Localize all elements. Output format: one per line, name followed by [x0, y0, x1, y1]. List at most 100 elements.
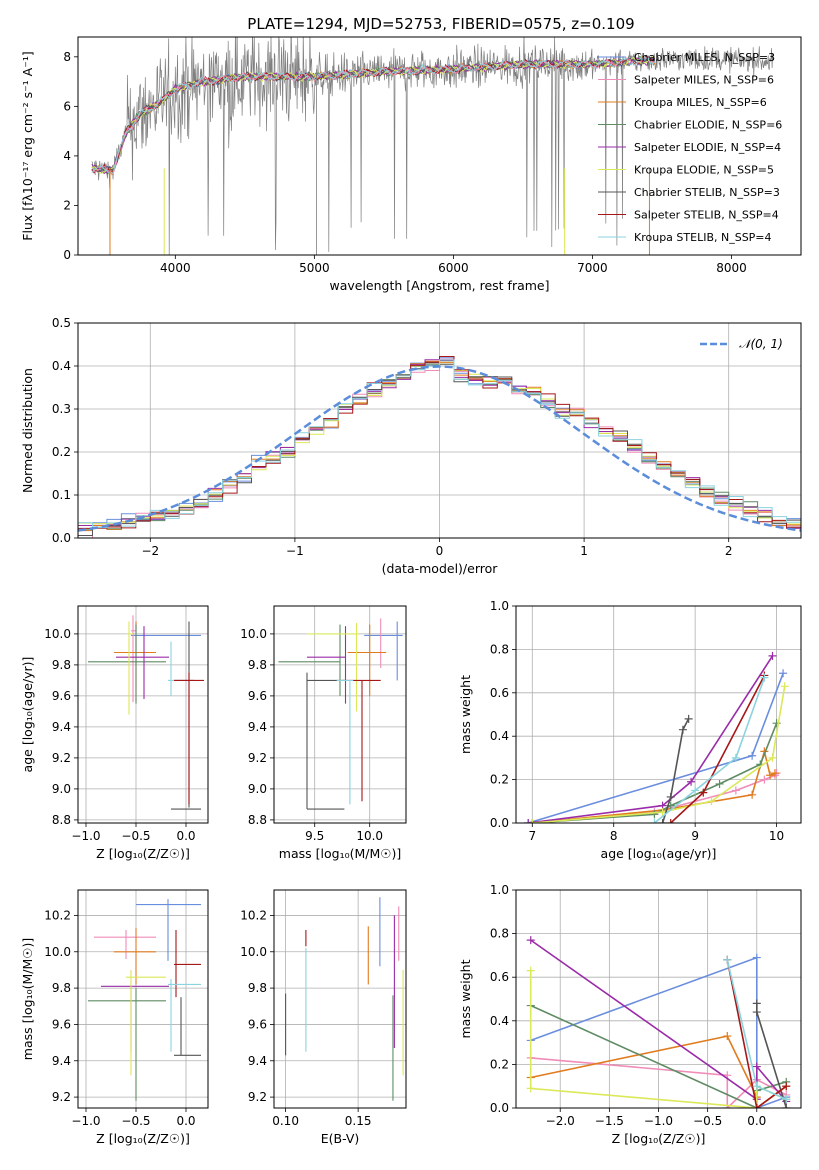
x-tick-label: 9 — [691, 829, 699, 843]
weight-marker — [748, 751, 757, 760]
y-axis-label: age [log₁₀(age/yr)] — [20, 657, 35, 773]
x-axis-label: (data-model)/error — [382, 561, 499, 576]
x-axis-label: mass [log₁₀(M/M☉)] — [279, 846, 401, 861]
y-tick-label: 10.0 — [44, 945, 71, 959]
x-tick-label: 2 — [725, 544, 733, 558]
legend-label: Salpeter STELIB, N_SSP=4 — [634, 209, 779, 222]
y-tick-label: 9.2 — [52, 751, 71, 765]
y-tick-label: 9.8 — [52, 658, 71, 672]
plot-frame — [77, 889, 209, 1109]
weight-marker — [782, 1095, 791, 1104]
y-tick-label: 0.4 — [52, 359, 71, 373]
panel-spectrum: 4000 5000 6000 7000 8000 0 2 4 6 8 wavelength [Ang… — [20, 36, 802, 293]
weight-marker — [650, 810, 659, 819]
y-tick-label: 9.8 — [248, 981, 267, 995]
y-tick-label: 9.4 — [52, 1054, 71, 1068]
weight-marker — [731, 753, 740, 762]
panel-weight_vs_Z: −2.0 −1.5 −1.0 −0.5 0.0 0.0 0.2 0.4 0.6 0.8 1.0 Z [… — [458, 883, 802, 1146]
gaussian-curve — [78, 365, 801, 532]
x-tick-label: 9.5 — [305, 829, 324, 843]
x-tick-label: 0.10 — [272, 1114, 299, 1128]
weight-marker — [526, 936, 535, 945]
weight-marker — [752, 1008, 761, 1017]
legend-label: Chabrier MILES, N_SSP=3 — [634, 51, 775, 64]
y-tick-label: 8 — [63, 50, 71, 64]
legend-label: Chabrier ELODIE, N_SSP=6 — [634, 119, 782, 132]
x-tick-label: −1 — [286, 544, 304, 558]
x-axis-label: Z [log₁₀(Z/Z☉)] — [96, 1131, 190, 1146]
weight-line-0 — [527, 673, 784, 823]
x-tick-label: −0.5 — [693, 1114, 722, 1128]
weight-line-8 — [653, 677, 766, 823]
weight-marker — [752, 1104, 761, 1108]
y-tick-label: 9.6 — [248, 1017, 267, 1031]
x-tick-label: 8000 — [716, 261, 747, 275]
plot-frame — [77, 322, 802, 539]
weight-marker — [526, 966, 535, 975]
y-tick-label: 0 — [63, 248, 71, 262]
weight-marker — [752, 953, 761, 962]
x-tick-label: −1.0 — [71, 829, 100, 843]
y-tick-label: 0.0 — [52, 531, 71, 545]
y-tick-label: 10.2 — [240, 908, 267, 922]
y-axis-label: mass weight — [458, 675, 473, 754]
weight-marker — [779, 669, 788, 678]
weight-marker — [524, 819, 533, 823]
weight-marker — [687, 777, 696, 786]
weight-marker — [752, 1082, 761, 1091]
y-tick-label: 1.0 — [490, 599, 509, 613]
legend-label: Salpeter MILES, N_SSP=6 — [634, 74, 774, 87]
y-tick-label: 0.8 — [490, 642, 509, 656]
x-tick-label: 4000 — [160, 261, 191, 275]
weight-marker — [528, 819, 537, 823]
weight-marker — [650, 819, 659, 823]
panel-residuals: −2 −1 0 1 2 0.0 0.1 0.2 0.3 0.4 0.5 (data-model)/er… — [20, 316, 802, 576]
y-tick-label: 8.8 — [248, 813, 267, 827]
x-tick-label: 7 — [528, 829, 536, 843]
y-tick-label: 10.0 — [240, 627, 267, 641]
plot-area — [278, 618, 403, 810]
weight-line-6 — [661, 718, 690, 823]
y-tick-label: 9.6 — [248, 689, 267, 703]
x-tick-label: 0.0 — [176, 1114, 195, 1128]
plot-area — [524, 651, 789, 823]
legend-label: Chabrier STELIB, N_SSP=3 — [634, 186, 780, 199]
panel-mass_vs_ebv: 0.10 0.15 9.2 9.4 9.6 9.8 10.0 10.2 E(B-V) — [240, 889, 407, 1146]
y-tick-label: 0.4 — [490, 729, 509, 743]
y-tick-label: 0.4 — [490, 1014, 509, 1028]
y-tick-label: 9.2 — [52, 1090, 71, 1104]
x-axis-label: E(B-V) — [321, 1131, 360, 1146]
panel-age_vs_mass: 9.5 10.0 8.8 9.0 9.2 9.4 9.6 9.8 10.0 mass [log₁₀… — [240, 605, 407, 861]
plot-area — [285, 897, 404, 1101]
weight-marker — [666, 792, 675, 801]
weight-marker — [707, 797, 716, 806]
weight-marker — [678, 725, 687, 734]
y-tick-label: 0.2 — [52, 445, 71, 459]
y-tick-label: 9.6 — [52, 1017, 71, 1031]
x-axis-label: Z [log₁₀(Z/Z☉)] — [612, 1131, 706, 1146]
residual-histogram-8 — [78, 359, 801, 538]
weight-marker — [715, 779, 724, 788]
weight-line-1 — [530, 1057, 787, 1108]
weight-marker — [768, 651, 777, 660]
x-tick-label: −2.0 — [546, 1114, 575, 1128]
panel-mass_vs_Z: −1.0 −0.5 0.0 9.2 9.4 9.6 9.8 10.0 10.2 Z [log₁₀(… — [20, 889, 209, 1146]
weight-marker — [731, 786, 740, 795]
x-tick-label: 0 — [436, 544, 444, 558]
weight-line-4 — [528, 655, 774, 823]
y-tick-label: 0.0 — [490, 1101, 509, 1115]
weight-marker — [658, 819, 667, 823]
y-tick-label: 9.4 — [248, 720, 267, 734]
legend-label: Kroupa MILES, N_SSP=6 — [634, 96, 767, 109]
y-axis-label: Normed distribution — [20, 368, 35, 493]
x-tick-label: −2 — [141, 544, 159, 558]
plot-frame — [273, 605, 407, 824]
y-tick-label: 0.8 — [490, 927, 509, 941]
y-tick-label: 9.8 — [52, 981, 71, 995]
y-tick-label: 9.0 — [248, 782, 267, 796]
plot-area — [91, 37, 774, 255]
weight-marker — [699, 788, 708, 797]
x-tick-label: 1 — [580, 544, 588, 558]
weight-marker — [782, 1104, 791, 1108]
